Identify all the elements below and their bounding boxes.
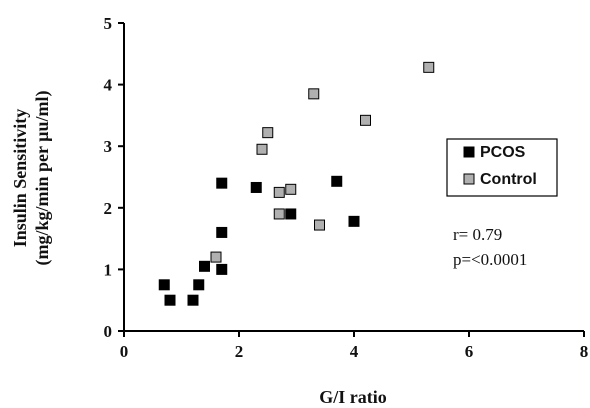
legend-label-control: Control <box>480 171 537 188</box>
axes <box>118 22 585 337</box>
data-point-pcos <box>187 294 199 306</box>
data-point-pcos <box>216 177 228 189</box>
legend: PCOS Control <box>446 138 558 197</box>
x-tick-label: 0 <box>120 342 129 361</box>
annotation-r: r= 0.79 <box>453 225 502 244</box>
data-point-pcos <box>193 279 205 291</box>
data-point-pcos <box>331 175 343 187</box>
y-axis-label-line1: Insulin Sensitivity <box>10 109 30 248</box>
data-point-pcos <box>199 260 210 272</box>
x-tick-label: 4 <box>350 342 359 361</box>
data-point-pcos <box>250 181 262 193</box>
x-axis-label: G/I ratio <box>319 387 387 407</box>
x-tick-label: 8 <box>580 342 589 361</box>
y-tick-label: 0 <box>104 322 113 341</box>
data-point-control <box>273 186 285 198</box>
data-point-control <box>423 61 435 73</box>
legend-marker-pcos <box>463 146 475 158</box>
data-point-control <box>256 143 268 155</box>
data-point-pcos <box>164 294 176 306</box>
legend-marker-control <box>463 173 475 185</box>
data-point-control <box>360 114 371 126</box>
data-point-pcos <box>285 208 297 220</box>
legend-label-pcos: PCOS <box>480 144 526 161</box>
x-tick-label: 6 <box>465 342 474 361</box>
annotation-p: p=<0.0001 <box>453 250 527 269</box>
data-point-control <box>314 219 325 231</box>
data-point-control <box>308 88 320 100</box>
y-axis-label: Insulin Sensitivity (mg/kg/min per µu/ml… <box>10 90 53 265</box>
data-point-control <box>285 183 297 195</box>
data-point-control <box>262 127 274 139</box>
data-point-control <box>210 251 222 263</box>
data-point-pcos <box>348 215 360 227</box>
y-tick-label: 3 <box>104 137 113 156</box>
data-point-pcos <box>216 263 228 275</box>
tick-labels: 0 1 2 3 4 5 0 2 4 6 8 <box>104 14 589 361</box>
y-tick-label: 4 <box>104 76 113 95</box>
data-point-control <box>273 208 285 220</box>
data-point-pcos <box>216 226 228 238</box>
data-points <box>158 61 435 306</box>
data-point-pcos <box>158 279 170 291</box>
y-tick-label: 1 <box>104 260 113 279</box>
y-tick-label: 2 <box>104 199 113 218</box>
y-tick-label: 5 <box>104 14 113 33</box>
x-tick-label: 2 <box>235 342 244 361</box>
y-axis-label-line2: (mg/kg/min per µu/ml) <box>32 90 53 265</box>
